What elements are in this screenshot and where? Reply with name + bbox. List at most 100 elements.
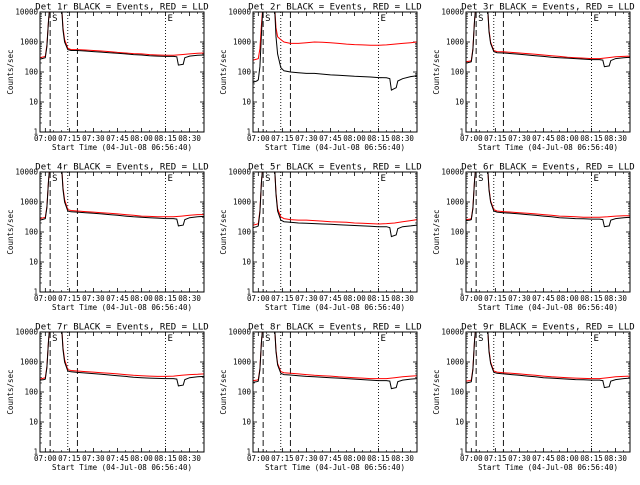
y-tick-label: 1 <box>246 288 251 297</box>
marker-label-end: E <box>594 174 599 184</box>
marker-label-end: E <box>594 14 599 24</box>
y-tick-label: 1 <box>459 448 464 457</box>
y-tick-label: 10000 <box>441 8 464 17</box>
x-tick-label: 07:15 <box>484 454 507 463</box>
y-tick-label: 1000 <box>446 358 465 367</box>
series-lld-line <box>466 332 630 382</box>
x-tick-label: 07:15 <box>484 134 507 143</box>
series-lld-line <box>466 12 630 63</box>
x-tick-label: 07:45 <box>319 294 342 303</box>
x-tick-label: 07:15 <box>58 454 81 463</box>
y-axis-label: Counts/sec <box>219 49 228 94</box>
y-tick-label: 10000 <box>441 328 464 337</box>
x-tick-label: 07:30 <box>295 134 318 143</box>
panel-title: Det 4r BLACK = Events, RED = LLD <box>35 163 208 173</box>
x-tick-label: 07:45 <box>106 134 129 143</box>
x-tick-label: 07:30 <box>82 454 105 463</box>
panel-9: Det 9r BLACK = Events, RED = LLD 1 10 100 10… <box>432 323 635 473</box>
panel-8: Det 8r BLACK = Events, RED = LLD 1 10 100 10… <box>219 323 422 473</box>
x-tick-label: 08:00 <box>556 294 579 303</box>
y-tick-label: 1 <box>33 128 38 137</box>
y-tick-label: 10 <box>242 98 252 107</box>
series-events-line <box>466 332 630 389</box>
x-tick-label: 08:15 <box>580 454 603 463</box>
y-tick-label: 10 <box>29 98 39 107</box>
marker-label-start: S <box>52 14 57 24</box>
x-axis-label: Start Time (04-Jul-08 06:56:40) <box>52 463 192 472</box>
y-tick-label: 1000 <box>233 358 252 367</box>
series-events-line <box>253 332 417 390</box>
panel-title: Det 7r BLACK = Events, RED = LLD <box>35 323 208 333</box>
x-tick-label: 07:15 <box>58 134 81 143</box>
marker-label-start: S <box>265 334 270 344</box>
x-tick-label: 07:00 <box>247 134 270 143</box>
panel-1: Det 1r BLACK = Events, RED = LLD 1 10 100 10… <box>6 3 209 153</box>
y-axis-label: Counts/sec <box>432 209 441 254</box>
x-tick-label: 07:45 <box>532 294 555 303</box>
series-events-line <box>253 12 417 91</box>
x-tick-label: 07:30 <box>508 454 531 463</box>
y-tick-label: 100 <box>450 68 464 77</box>
y-tick-label: 1000 <box>20 198 39 207</box>
y-tick-label: 1000 <box>20 38 39 47</box>
y-tick-label: 10000 <box>441 168 464 177</box>
y-tick-label: 1 <box>459 128 464 137</box>
x-tick-label: 08:30 <box>604 134 627 143</box>
x-tick-label: 08:00 <box>556 134 579 143</box>
x-tick-label: 07:15 <box>484 294 507 303</box>
x-axis-label: Start Time (04-Jul-08 06:56:40) <box>265 463 405 472</box>
y-tick-label: 10 <box>242 258 252 267</box>
x-tick-label: 07:45 <box>532 134 555 143</box>
panel-3: Det 3r BLACK = Events, RED = LLD 1 10 100 10… <box>432 3 635 153</box>
series-events-line <box>40 332 204 387</box>
y-tick-label: 10 <box>29 258 39 267</box>
x-tick-label: 07:30 <box>508 134 531 143</box>
x-tick-label: 07:15 <box>271 294 294 303</box>
x-tick-label: 08:00 <box>343 454 366 463</box>
plot-frame <box>39 11 205 133</box>
panel-title: Det 2r BLACK = Events, RED = LLD <box>248 3 421 13</box>
x-tick-label: 08:30 <box>178 454 201 463</box>
x-tick-label: 07:00 <box>34 454 57 463</box>
x-axis-label: Start Time (04-Jul-08 06:56:40) <box>52 303 192 312</box>
plot-frame <box>252 11 418 133</box>
y-tick-label: 10000 <box>15 168 38 177</box>
x-tick-label: 08:30 <box>391 294 414 303</box>
x-tick-label: 07:45 <box>532 454 555 463</box>
plot-frame <box>39 331 205 453</box>
x-tick-label: 08:15 <box>580 134 603 143</box>
x-tick-label: 08:30 <box>178 134 201 143</box>
marker-label-end: E <box>168 334 173 344</box>
x-tick-label: 07:45 <box>319 134 342 143</box>
marker-label-end: E <box>168 14 173 24</box>
panel-6: Det 6r BLACK = Events, RED = LLD 1 10 100 10… <box>432 163 635 313</box>
y-axis-label: Counts/sec <box>219 369 228 414</box>
panel-4: Det 4r BLACK = Events, RED = LLD 1 10 100 10… <box>6 163 209 313</box>
x-axis-label: Start Time (04-Jul-08 06:56:40) <box>478 463 618 472</box>
y-tick-label: 10000 <box>15 328 38 337</box>
y-tick-label: 10 <box>455 98 465 107</box>
panel-5: Det 5r BLACK = Events, RED = LLD 1 10 100 10… <box>219 163 422 313</box>
y-tick-label: 1000 <box>446 38 465 47</box>
x-tick-label: 08:30 <box>604 454 627 463</box>
y-tick-label: 10000 <box>15 8 38 17</box>
x-tick-label: 07:30 <box>508 294 531 303</box>
x-tick-label: 08:15 <box>580 294 603 303</box>
y-tick-label: 1000 <box>20 358 39 367</box>
x-tick-label: 07:15 <box>271 134 294 143</box>
x-tick-label: 07:00 <box>247 454 270 463</box>
y-tick-label: 100 <box>237 228 251 237</box>
x-tick-label: 08:00 <box>130 294 153 303</box>
y-tick-label: 1 <box>33 288 38 297</box>
y-tick-label: 10 <box>455 418 465 427</box>
plot-frame <box>465 331 631 453</box>
panel-title: Det 5r BLACK = Events, RED = LLD <box>248 163 421 173</box>
panel-7: Det 7r BLACK = Events, RED = LLD 1 10 100 10… <box>6 323 209 473</box>
x-tick-label: 07:30 <box>295 454 318 463</box>
y-tick-label: 100 <box>24 388 38 397</box>
marker-label-start: S <box>478 14 483 24</box>
y-tick-label: 100 <box>450 388 464 397</box>
x-tick-label: 07:30 <box>82 294 105 303</box>
